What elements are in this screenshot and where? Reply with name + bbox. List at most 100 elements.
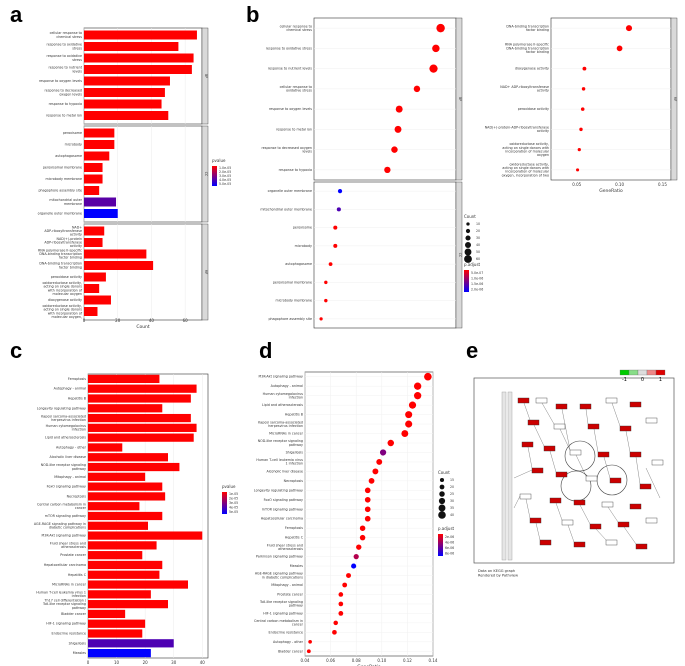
chart-c-term-label: AGE-RAGE signaling pathway in diabetic co… xyxy=(34,522,86,530)
chart-d-term-label: Prostate cancer xyxy=(277,592,303,596)
chart-c-term-label: Hepatocellular carcinoma xyxy=(44,563,86,567)
chart-b-term-label: peroxisome xyxy=(293,226,312,230)
chart-d-point xyxy=(364,496,371,503)
chart-c-term-label: Necroptosis xyxy=(67,494,87,498)
pathway-gene-node xyxy=(605,539,618,546)
chart-b-legend-colorbar xyxy=(464,270,469,292)
chart-d-term-label: Toll-like receptor signaling pathway xyxy=(259,600,303,608)
chart-d-term-label: Shigellosis xyxy=(286,450,304,454)
chart-a-bar xyxy=(84,76,170,86)
chart-b-point xyxy=(333,225,338,230)
pathway-gene-node xyxy=(527,419,540,426)
chart-c-bar xyxy=(88,443,123,452)
pathway-frame xyxy=(473,377,675,564)
pathway-gene-node xyxy=(549,497,562,504)
chart-a-bar xyxy=(84,88,165,97)
chart-c-legend-colorbar xyxy=(222,492,227,514)
chart-d-point xyxy=(405,411,413,419)
chart-d-xlabel: GeneRatio xyxy=(357,664,381,666)
chart-c-bar xyxy=(88,590,151,599)
chart-a-facet-strip xyxy=(201,223,209,321)
chart-c-bar xyxy=(88,453,168,462)
chart-c-bar xyxy=(88,521,148,530)
chart-b-point xyxy=(581,87,586,91)
chart-d-point xyxy=(306,649,311,654)
chart-a-bar xyxy=(84,272,106,282)
pathway-gene-node xyxy=(539,539,552,546)
chart-a-facet-label: BP xyxy=(204,74,208,78)
pathway-edge xyxy=(603,456,611,479)
chart-b-size-legend-value: 30 xyxy=(476,236,480,240)
chart-c-bar xyxy=(88,570,160,579)
chart-b-size-legend-value: 20 xyxy=(476,229,480,233)
chart-d-point xyxy=(413,392,422,400)
chart-c-xtick: 30 xyxy=(171,660,177,665)
chart-d-term-label: PI3K-Akt signaling pathway xyxy=(258,375,303,379)
pathway-gene-node xyxy=(535,397,548,404)
pathway-scale-tick: 1 xyxy=(659,377,662,383)
chart-b-xtick: 0.05 xyxy=(572,182,581,187)
chart-d-xtick: 0.06 xyxy=(326,658,335,663)
chart-c-bar xyxy=(88,619,146,628)
chart-b-term-label: organelle outer membrane xyxy=(268,189,312,193)
chart-c-term-label: Longevity regulating pathway xyxy=(37,406,86,410)
chart-a-term-label: NAD(+)-protein ADP-ribosyltransferase acti… xyxy=(44,237,82,248)
chart-a-go-barplot: BP cellular response to chemical stress res… xyxy=(38,27,231,330)
chart-c-bar xyxy=(88,629,143,638)
pathway-gene-node xyxy=(531,467,544,474)
chart-c-term-label: Autophagy - other xyxy=(56,445,87,449)
chart-d-size-legend-value: 40 xyxy=(450,513,454,517)
chart-a-xtick: 20 xyxy=(115,318,121,323)
chart-a-xlabel: Count xyxy=(136,324,150,330)
chart-c-term-label: Ferroptosis xyxy=(68,377,86,381)
chart-c-term-label: PI3K-Akt signaling pathway xyxy=(41,534,86,538)
chart-b-point xyxy=(580,107,585,111)
chart-d-point xyxy=(368,477,375,484)
chart-c-term-label: Bladder cancer xyxy=(61,612,87,616)
chart-a-term-label: RNA polymerase II-specific DNA-binding tr… xyxy=(38,248,82,259)
chart-a-term-label: autophagosome xyxy=(55,154,82,158)
chart-a-bar xyxy=(84,174,103,184)
chart-d-term-label: Human T-cell leukemia virus 1 infection xyxy=(256,458,303,466)
chart-d-xtick: 0.04 xyxy=(301,658,310,663)
chart-a-term-label: response to oxidative stress xyxy=(47,54,83,62)
chart-a-bar xyxy=(84,163,103,172)
pathway-gene-node xyxy=(573,499,586,506)
chart-c-term-label: Central carbon metabolism in cancer xyxy=(37,502,87,510)
chart-a-xtick: 0 xyxy=(83,318,86,323)
chart-b-size-legend-value: 60 xyxy=(476,257,480,261)
chart-b-point xyxy=(337,189,343,194)
chart-b-term-label: microbody xyxy=(295,244,312,248)
chart-d-term-label: Central carbon metabolism in cancer xyxy=(254,619,304,627)
chart-b-point xyxy=(576,168,580,172)
chart-d-point xyxy=(424,372,432,381)
chart-b-term-label: response to decreased oxygen levels xyxy=(261,146,312,154)
chart-a-legend-colorbar xyxy=(212,166,217,186)
chart-d-point xyxy=(356,544,362,550)
chart-a-bar xyxy=(84,42,179,51)
chart-a-bar xyxy=(84,128,115,138)
chart-b-point xyxy=(432,44,440,53)
pathway-edge xyxy=(525,498,531,519)
chart-a-bar xyxy=(84,284,100,293)
chart-b-term-label: NAD+ ADP-ribosyltransferase activity xyxy=(500,85,549,93)
chart-c-term-label: Autophagy - animal xyxy=(54,387,86,391)
chart-a-term-label: oxidoreductase activity, acting on single… xyxy=(42,304,82,319)
pathway-gene-node xyxy=(585,475,598,482)
pathway-gene-node xyxy=(597,451,610,458)
chart-b-term-label: microbody membrane xyxy=(276,299,312,303)
chart-d-term-label: Alcoholic liver disease xyxy=(266,469,303,473)
chart-d-point xyxy=(364,515,371,522)
chart-d-term-label: FoxO signaling pathway xyxy=(264,498,303,502)
chart-b-term-label: cellular response to chemical stress xyxy=(280,24,313,32)
chart-a-bar xyxy=(84,151,110,161)
pathway-scale-cell xyxy=(628,369,639,376)
chart-d-term-label: Ferroptosis xyxy=(285,526,303,530)
chart-a-bar xyxy=(84,30,197,40)
pathway-gene-node xyxy=(573,541,586,548)
chart-d-legend-tick: 8e-06 xyxy=(445,551,454,555)
chart-d-size-legend-dot xyxy=(438,511,446,519)
chart-a-term-label: response to hypoxia xyxy=(49,102,82,106)
chart-b-size-legend-dot xyxy=(466,222,470,226)
chart-d-size-legend-dot xyxy=(438,504,446,512)
